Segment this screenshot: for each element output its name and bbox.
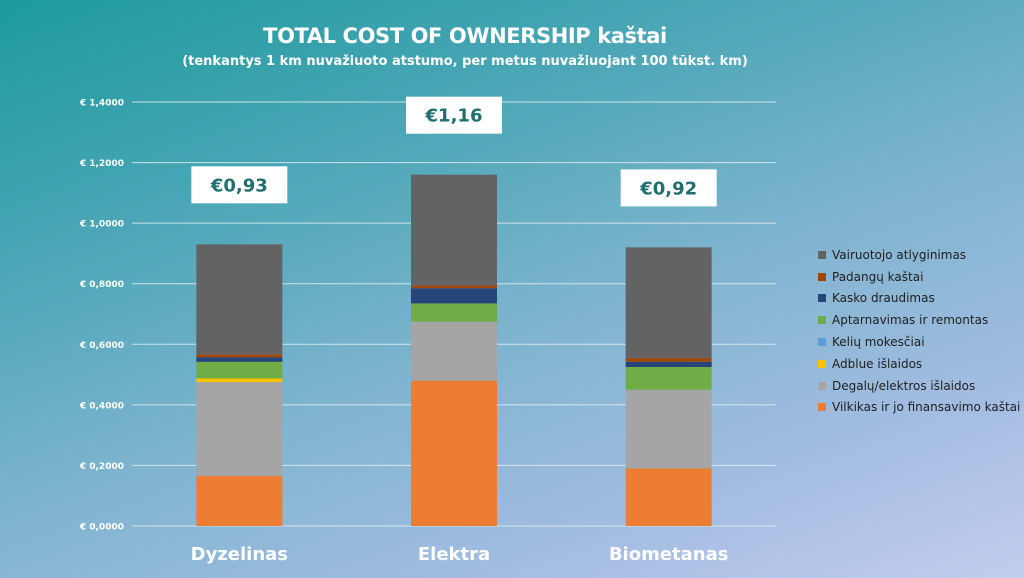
total-label: €1,16 (425, 106, 483, 127)
bar-segment (625, 389, 712, 469)
bar-segment (196, 354, 283, 358)
legend-swatch (818, 294, 826, 303)
legend-label: Aptarnavimas ir remontas (832, 313, 989, 328)
y-tick-label: € 0,4000 (79, 401, 124, 411)
y-tick-label: € 0,0000 (79, 523, 124, 533)
y-tick-label: € 1,0000 (79, 220, 124, 230)
legend-item: Aptarnavimas ir remontas (818, 309, 1020, 331)
bar-segment (625, 247, 712, 358)
chart-title: TOTAL COST OF OWNERSHIP kaštai (263, 24, 667, 48)
total-label: €0,92 (639, 178, 697, 199)
total-label: €0,93 (210, 175, 268, 196)
bar-segment (196, 476, 283, 526)
x-category-label: Biometanas (609, 544, 729, 565)
bar-segment (625, 361, 712, 367)
bar-segment (625, 367, 712, 390)
bar-segment (625, 357, 712, 362)
legend-label: Adblue išlaidos (832, 356, 923, 371)
legend-label: Degalų/elektros išlaidos (832, 378, 976, 393)
bar-segment (625, 468, 712, 526)
legend-item: Kelių mokesčiai (818, 331, 1020, 353)
bar-segment (196, 361, 283, 379)
bar-segment (411, 321, 497, 381)
legend-swatch (818, 359, 826, 368)
bar-segment (411, 303, 497, 322)
bar-segment (196, 357, 283, 362)
legend-label: Kasko draudimas (832, 291, 935, 306)
bar-segment (411, 380, 497, 526)
chart-legend: Vairuotojo atlyginimas Padangų kaštai Kask… (818, 244, 1020, 418)
legend-item: Vilkikas ir jo finansavimo kaštai (818, 397, 1020, 419)
legend-item: Vairuotojo atlyginimas (818, 244, 1020, 266)
legend-swatch (818, 381, 826, 390)
total-label-box (406, 96, 502, 134)
legend-label: Kelių mokesčiai (832, 335, 925, 350)
total-label-box (191, 166, 288, 204)
legend-swatch (818, 272, 826, 281)
legend-swatch (818, 316, 826, 325)
legend-label: Vilkikas ir jo finansavimo kaštai (832, 400, 1021, 415)
x-category-label: Elektra (418, 544, 490, 565)
legend-label: Padangų kaštai (832, 269, 924, 284)
bar-segment (196, 378, 283, 383)
chart-subtitle: (tenkantys 1 km nuvažiuoto atstumo, per … (182, 54, 748, 69)
y-tick-label: € 0,2000 (79, 462, 124, 472)
bar-segment (411, 174, 497, 286)
bar-segment (411, 285, 497, 289)
bar-segment (196, 382, 283, 477)
legend-item: Padangų kaštai (818, 266, 1020, 288)
legend-item: Adblue išlaidos (818, 353, 1020, 375)
legend-label: Vairuotojo atlyginimas (832, 247, 967, 262)
legend-swatch (818, 338, 826, 347)
legend-item: Kasko draudimas (818, 288, 1020, 310)
y-tick-label: € 0,8000 (79, 280, 124, 290)
y-tick-label: € 1,4000 (79, 99, 124, 109)
x-category-label: Dyzelinas (191, 544, 288, 565)
legend-swatch (818, 403, 826, 412)
bar-segment (196, 244, 283, 355)
legend-item: Degalų/elektros išlaidos (818, 375, 1020, 397)
total-label-box (620, 169, 717, 207)
y-tick-label: € 0,6000 (79, 341, 124, 351)
bar-segment (411, 288, 497, 304)
legend-swatch (818, 250, 826, 259)
y-tick-label: € 1,2000 (79, 159, 124, 169)
